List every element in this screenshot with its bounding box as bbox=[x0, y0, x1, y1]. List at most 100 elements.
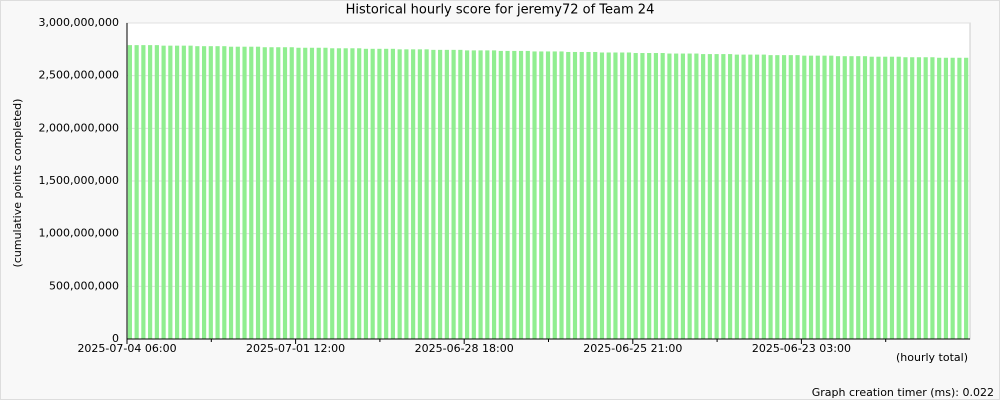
bar bbox=[788, 55, 793, 339]
bar bbox=[370, 48, 375, 339]
bar bbox=[694, 53, 699, 340]
bar bbox=[161, 45, 166, 339]
bar bbox=[680, 53, 685, 340]
bar bbox=[748, 54, 753, 339]
bar bbox=[829, 55, 834, 340]
bar bbox=[377, 48, 382, 339]
bar bbox=[633, 53, 638, 340]
bar bbox=[856, 56, 861, 340]
bar bbox=[195, 46, 200, 339]
bar bbox=[228, 46, 234, 339]
bar bbox=[916, 57, 922, 339]
chart-title: Historical hourly score for jeremy72 of … bbox=[346, 3, 655, 18]
bar bbox=[626, 52, 632, 339]
bar bbox=[964, 57, 969, 339]
bar bbox=[404, 49, 409, 339]
bar bbox=[552, 51, 557, 339]
x-tick-label: 2025-06-28 18:00 bbox=[415, 342, 514, 355]
bar bbox=[485, 50, 490, 340]
bar bbox=[640, 53, 645, 340]
bar bbox=[889, 56, 895, 339]
bar bbox=[660, 53, 665, 340]
bar bbox=[343, 48, 348, 339]
bar bbox=[714, 54, 719, 339]
bar bbox=[862, 56, 868, 340]
bar bbox=[363, 48, 369, 339]
bar bbox=[525, 50, 530, 340]
footer: Graph creation timer (ms): 0.022 bbox=[812, 386, 994, 399]
y-tick-label: 1,000,000,000 bbox=[39, 227, 119, 240]
bar bbox=[424, 49, 429, 339]
bar bbox=[296, 47, 301, 340]
bar bbox=[910, 57, 915, 339]
bar bbox=[154, 45, 159, 340]
y-tick-label: 2,500,000,000 bbox=[39, 69, 119, 82]
bar bbox=[795, 55, 800, 339]
bar bbox=[883, 56, 888, 339]
bar bbox=[127, 45, 132, 340]
bar bbox=[255, 46, 261, 339]
bar bbox=[539, 51, 544, 339]
bar bbox=[586, 51, 591, 339]
bar bbox=[559, 51, 564, 339]
bar bbox=[417, 49, 422, 339]
bar bbox=[613, 52, 618, 339]
y-tick-label: 0 bbox=[112, 332, 119, 345]
bar bbox=[923, 57, 928, 339]
bar bbox=[269, 47, 274, 340]
bar bbox=[390, 48, 395, 339]
bar bbox=[134, 45, 139, 340]
bar bbox=[754, 54, 760, 339]
bar bbox=[235, 46, 240, 339]
bar bbox=[431, 49, 436, 340]
bar bbox=[188, 45, 193, 339]
bar bbox=[384, 48, 389, 339]
bar bbox=[336, 48, 342, 339]
bar bbox=[518, 50, 524, 340]
y-tick-label: 3,000,000,000 bbox=[39, 16, 119, 29]
bar bbox=[728, 54, 733, 339]
bar bbox=[148, 45, 153, 340]
bar bbox=[289, 47, 294, 340]
bar bbox=[141, 45, 146, 340]
bar bbox=[579, 51, 584, 339]
bar bbox=[667, 53, 672, 340]
x-tick-label: 2025-06-23 03:00 bbox=[752, 342, 851, 355]
bar bbox=[957, 57, 962, 339]
bar bbox=[937, 57, 942, 339]
bar bbox=[438, 49, 443, 340]
bar bbox=[208, 46, 213, 339]
bar bbox=[734, 54, 739, 339]
bar bbox=[566, 51, 571, 339]
bar bbox=[215, 46, 220, 339]
bar bbox=[842, 56, 847, 340]
bar bbox=[802, 55, 807, 340]
bar bbox=[249, 46, 254, 339]
bar bbox=[316, 47, 321, 340]
bar bbox=[323, 47, 328, 340]
bar bbox=[876, 56, 881, 339]
bar bbox=[606, 52, 611, 339]
bar bbox=[222, 46, 227, 339]
bar bbox=[593, 51, 598, 339]
bar bbox=[181, 45, 186, 339]
bar bbox=[458, 49, 463, 340]
y-axis-label: (cumulative points completed) bbox=[11, 99, 24, 268]
bar bbox=[701, 54, 706, 339]
bar bbox=[768, 55, 773, 339]
bar bbox=[721, 54, 726, 339]
bar bbox=[599, 52, 605, 339]
bar bbox=[903, 57, 908, 339]
bar bbox=[201, 46, 207, 339]
bar bbox=[620, 52, 625, 339]
bar bbox=[478, 50, 483, 340]
bar bbox=[262, 47, 267, 340]
bar bbox=[943, 57, 949, 339]
y-tick-label: 1,500,000,000 bbox=[39, 174, 119, 187]
bar bbox=[815, 55, 820, 340]
bar bbox=[465, 50, 470, 340]
bar bbox=[330, 48, 335, 339]
bar bbox=[707, 54, 712, 339]
bar bbox=[647, 53, 652, 340]
